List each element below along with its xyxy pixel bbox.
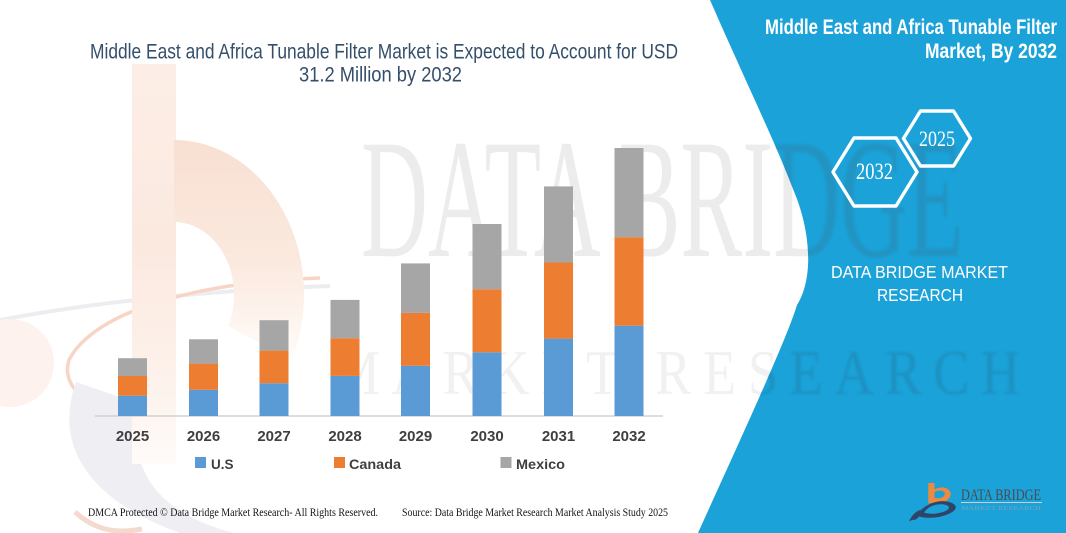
svg-text:DMCA Protected © Data Bridge M: DMCA Protected © Data Bridge Market Rese… xyxy=(88,505,378,519)
svg-text:MARKET RESEARCH: MARKET RESEARCH xyxy=(961,505,1041,512)
svg-text:Market, By 2032: Market, By 2032 xyxy=(925,40,1057,63)
svg-text:Source: Data Bridge Market Res: Source: Data Bridge Market Research Mark… xyxy=(402,505,668,519)
svg-text:2031: 2031 xyxy=(542,428,575,445)
svg-text:DATA BRIDGE MARKET: DATA BRIDGE MARKET xyxy=(831,262,1008,282)
svg-text:Canada: Canada xyxy=(349,457,402,472)
svg-text:2025: 2025 xyxy=(116,428,149,445)
svg-text:Middle East and Africa Tunable: Middle East and Africa Tunable Filter xyxy=(765,16,1057,39)
svg-text:Mexico: Mexico xyxy=(516,457,565,472)
svg-text:U.S: U.S xyxy=(211,457,234,472)
svg-text:2025: 2025 xyxy=(919,126,955,151)
svg-text:2030: 2030 xyxy=(470,428,503,445)
svg-text:DATA BRIDGE: DATA BRIDGE xyxy=(961,487,1041,504)
svg-text:RESEARCH: RESEARCH xyxy=(877,285,963,305)
svg-text:2032: 2032 xyxy=(612,428,645,445)
svg-text:Middle East and Africa Tunable: Middle East and Africa Tunable Filter Ma… xyxy=(90,40,678,64)
svg-text:2026: 2026 xyxy=(187,428,220,445)
svg-text:31.2 Million by 2032: 31.2 Million by 2032 xyxy=(299,63,462,87)
svg-text:2029: 2029 xyxy=(399,428,432,445)
svg-text:2032: 2032 xyxy=(856,159,893,184)
svg-text:2027: 2027 xyxy=(257,428,290,445)
svg-text:2028: 2028 xyxy=(328,428,361,445)
